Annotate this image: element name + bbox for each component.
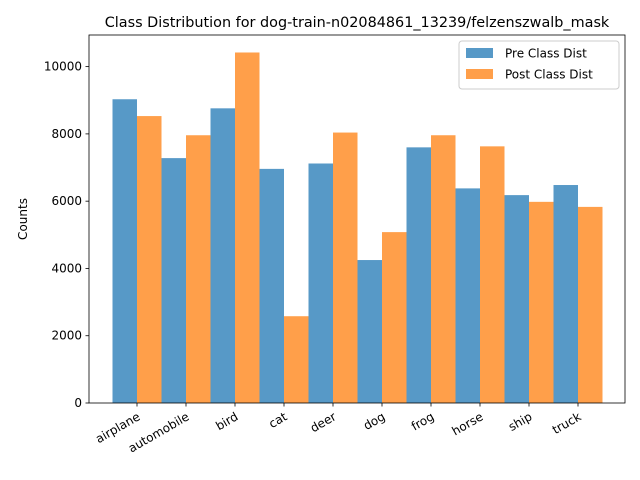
y-axis: 0 2000 4000 6000 8000 10000	[44, 60, 89, 410]
bar-post-cat	[284, 316, 309, 403]
bar-pre-airplane	[112, 99, 137, 403]
y-axis-label: Counts	[16, 198, 30, 240]
bar-pre-ship	[504, 195, 529, 403]
legend-swatch-pre	[466, 48, 493, 58]
legend-box	[458, 40, 620, 90]
bar-post-deer	[333, 132, 358, 403]
bar-pre-horse	[455, 188, 480, 403]
bar-pre-automobile	[161, 158, 186, 403]
bar-pre-bird	[210, 108, 235, 403]
bars-group	[112, 52, 603, 404]
legend-swatch-post	[466, 69, 493, 79]
y-tick-label: 6000	[51, 194, 82, 208]
x-tick-label-frog: frog	[409, 409, 437, 433]
bar-post-truck	[578, 206, 603, 403]
plot-frame	[88, 34, 626, 404]
bar-post-ship	[529, 201, 554, 403]
x-tick-label-dog: dog	[361, 409, 388, 432]
x-tick-label-bird: bird	[213, 409, 240, 433]
bar-post-airplane	[137, 116, 162, 404]
bar-post-automobile	[186, 135, 211, 403]
bar-pre-truck	[553, 185, 578, 403]
legend-label-pre: Pre Class Dist	[505, 47, 587, 61]
x-tick-label-truck: truck	[550, 409, 584, 437]
y-tick-label: 8000	[51, 127, 82, 141]
y-tick-label: 0	[74, 396, 82, 410]
y-tick-label: 10000	[44, 60, 82, 74]
bar-post-horse	[480, 146, 505, 403]
x-tick-label-cat: cat	[266, 409, 289, 431]
chart-title: Class Distribution for dog-train-n020848…	[105, 15, 610, 31]
bar-pre-dog	[357, 260, 382, 403]
x-tick-label-ship: ship	[506, 409, 534, 434]
bar-pre-cat	[259, 168, 284, 403]
bar-post-bird	[235, 52, 260, 404]
y-tick-label: 4000	[51, 261, 82, 275]
bar-post-frog	[431, 135, 456, 403]
legend-label-post: Post Class Dist	[505, 68, 593, 82]
x-tick-label-horse: horse	[449, 409, 485, 438]
bar-post-dog	[382, 232, 407, 403]
legend: Pre Class Dist Post Class Dist	[458, 40, 620, 90]
x-tick-label-deer: deer	[308, 409, 339, 435]
bar-pre-frog	[406, 147, 431, 403]
y-tick-label: 2000	[51, 329, 82, 343]
bar-pre-deer	[308, 163, 333, 403]
